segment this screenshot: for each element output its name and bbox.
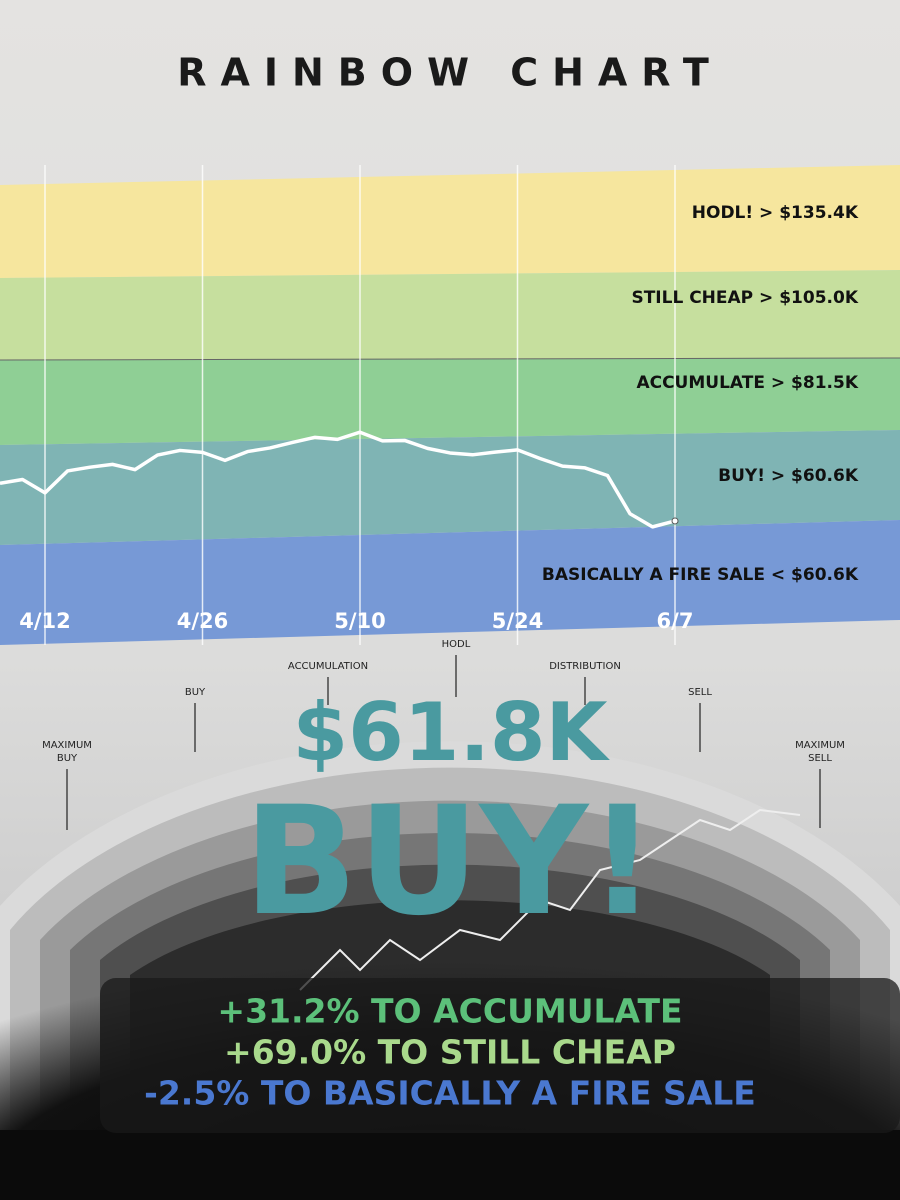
- band-divider: [0, 357, 900, 361]
- summary-box: [100, 978, 900, 1133]
- price: $61.8K: [292, 686, 610, 779]
- target-line: +31.2% TO ACCUMULATE: [217, 992, 682, 1031]
- band-label: BASICALLY A FIRE SALE < $60.6K: [542, 565, 859, 585]
- decor-line: [299, 808, 801, 991]
- band-label: BUY! > $60.6K: [718, 466, 859, 486]
- target-line: -2.5% TO BASICALLY A FIRE SALE: [144, 1074, 756, 1113]
- x-tick-label: 4/26: [177, 609, 229, 633]
- last-point: [671, 517, 679, 525]
- dial-label: BUY: [57, 753, 78, 764]
- x-tick-label: 4/12: [19, 609, 71, 633]
- dial-label: MAXIMUM: [795, 740, 845, 751]
- band: [0, 270, 900, 360]
- chart: 4/12 4/26 5/10 5/24 6/7 HODL! > $135.4K STILL …: [0, 165, 900, 645]
- dial-label: ACCUMULATION: [288, 661, 368, 672]
- x-tick-label: 5/24: [492, 609, 544, 633]
- x-tick-label: 6/7: [657, 609, 694, 633]
- band: [0, 358, 900, 445]
- title: RAINBOW CHART: [177, 51, 723, 95]
- dial-label: HODL: [442, 639, 471, 650]
- dial-label: MAXIMUM: [42, 740, 92, 751]
- zone: BUY!: [243, 775, 656, 949]
- dial-label: BUY: [185, 687, 206, 698]
- targets: +31.2% TO ACCUMULATE+69.0% TO STILL CHEA…: [144, 992, 756, 1113]
- target-line: +69.0% TO STILL CHEAP: [224, 1033, 676, 1072]
- x-tick-label: 5/10: [334, 609, 386, 633]
- band-label: STILL CHEAP > $105.0K: [631, 288, 858, 308]
- dial-label: SELL: [808, 753, 832, 764]
- dial-label: SELL: [688, 687, 712, 698]
- band-label: HODL! > $135.4K: [692, 203, 859, 223]
- dark-floor: [0, 1130, 900, 1200]
- dial-label: DISTRIBUTION: [549, 661, 621, 672]
- band-label: ACCUMULATE > $81.5K: [636, 373, 858, 393]
- price-line: [0, 430, 676, 529]
